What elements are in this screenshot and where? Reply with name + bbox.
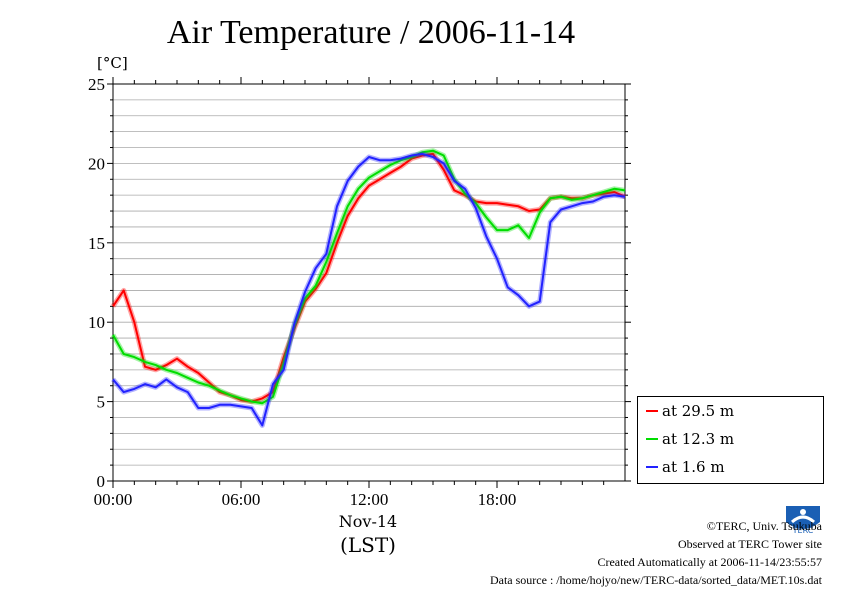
x-tick-label: 00:00 (94, 490, 133, 509)
x-axis-date-label: Nov-14 (338, 512, 398, 531)
series-line-1 (112, 149, 626, 405)
terc-logo: TERC (786, 506, 820, 535)
y-tick-label: 20 (88, 154, 105, 173)
y-axis-unit: [°C] (97, 54, 128, 72)
created-timestamp-text: Created Automatically at 2006-11-14/23:5… (597, 555, 822, 569)
legend-swatch (646, 438, 658, 440)
y-tick-label: 0 (97, 472, 106, 491)
x-tick-label: 18:00 (478, 490, 517, 509)
x-tick-label: 12:00 (350, 490, 389, 509)
x-tick-label: 06:00 (222, 490, 261, 509)
data-source-text: Data source : /home/hojyo/new/TERC-data/… (489, 573, 822, 587)
series-line-0 (112, 152, 626, 403)
legend-label: at 12.3 m (662, 430, 735, 448)
legend-swatch (646, 410, 658, 412)
legend-item: at 1.6 m (646, 457, 725, 477)
legend: at 29.5 m at 12.3 m at 1.6 m (637, 396, 824, 484)
series-halo-2 (111, 151, 626, 428)
observed-site-text: Observed at TERC Tower site (677, 537, 822, 551)
y-tick-label: 10 (88, 313, 105, 332)
plot-frame (112, 83, 626, 482)
legend-swatch (646, 466, 658, 468)
chart-title: Air Temperature / 2006-11-14 (166, 14, 576, 51)
copyright-text: ©TERC, Univ. Tsukuba (706, 519, 822, 533)
svg-text:TERC: TERC (792, 526, 814, 535)
legend-item: at 29.5 m (646, 401, 734, 421)
x-axis-label: (LST) (340, 533, 396, 557)
y-tick-label: 5 (97, 393, 106, 412)
series-line-2 (112, 152, 626, 427)
y-tick-label: 15 (88, 234, 105, 253)
series-halo-0 (110, 151, 627, 405)
y-tick-label: 25 (88, 75, 105, 94)
legend-item: at 12.3 m (646, 429, 734, 449)
legend-label: at 1.6 m (662, 458, 725, 476)
legend-label: at 29.5 m (662, 402, 735, 420)
